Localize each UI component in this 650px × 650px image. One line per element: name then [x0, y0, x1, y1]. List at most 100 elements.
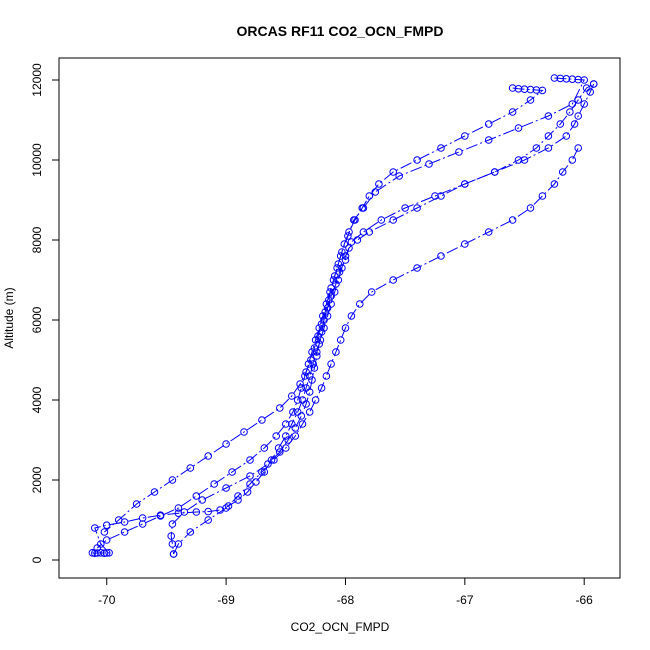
- data-point: [258, 416, 266, 424]
- data-point: [345, 228, 353, 236]
- data-point: [138, 514, 147, 522]
- data-point: [580, 100, 589, 108]
- x-tick-label: -70: [98, 593, 116, 607]
- data-point: [168, 476, 177, 484]
- series-line: [173, 147, 579, 555]
- data-point: [291, 432, 300, 440]
- data-point: [574, 96, 583, 104]
- y-tick-label: 0: [30, 556, 44, 563]
- data-point: [490, 168, 499, 176]
- data-point: [389, 216, 398, 224]
- data-point: [455, 148, 463, 156]
- data-point: [437, 192, 445, 200]
- data-point: [359, 228, 368, 236]
- data-point: [310, 364, 319, 372]
- data-point: [532, 86, 541, 94]
- data-point: [102, 549, 111, 557]
- data-point: [389, 276, 398, 284]
- data-point: [264, 460, 272, 468]
- data-point: [508, 108, 517, 116]
- data-point: [222, 484, 230, 492]
- data-point: [508, 216, 517, 224]
- data-point: [377, 216, 386, 224]
- data-point: [338, 248, 346, 256]
- y-axis-label: Altitude (m): [2, 287, 16, 348]
- x-tick-label: -69: [217, 593, 235, 607]
- data-point: [568, 100, 577, 108]
- data-point: [367, 288, 376, 296]
- data-point: [329, 276, 338, 284]
- y-tick-label: 6000: [30, 306, 44, 333]
- data-point: [316, 336, 325, 344]
- data-point: [340, 240, 349, 248]
- data-point: [246, 480, 254, 488]
- data-point: [461, 180, 469, 188]
- data-point: [174, 504, 183, 512]
- data-point: [298, 420, 307, 428]
- data-point: [260, 444, 269, 452]
- y-tick-label: 2000: [30, 466, 44, 493]
- data-point: [556, 74, 565, 83]
- x-tick-label: -67: [456, 593, 474, 607]
- data-point: [336, 336, 345, 344]
- data-point: [93, 544, 101, 552]
- data-point: [309, 360, 318, 368]
- data-point: [514, 124, 523, 132]
- data-point: [270, 456, 278, 464]
- data-point: [568, 75, 577, 83]
- data-point: [317, 320, 326, 328]
- data-point: [210, 480, 218, 488]
- data-point: [102, 536, 111, 544]
- data-point: [132, 500, 141, 508]
- data-point: [102, 521, 111, 530]
- data-point: [291, 424, 300, 432]
- data-point: [568, 156, 577, 164]
- y-axis: 0 2000 4000 6000 8000 10000 12000: [30, 63, 60, 563]
- data-point: [222, 440, 230, 448]
- data-point: [389, 168, 398, 176]
- data-point: [308, 376, 316, 384]
- data-point: [224, 502, 233, 510]
- y-tick-label: 8000: [30, 226, 44, 253]
- data-point: [311, 336, 320, 344]
- series-line: [170, 83, 595, 555]
- data-point: [580, 76, 589, 84]
- data-point: [204, 516, 212, 524]
- y-tick-label: 12000: [30, 63, 44, 97]
- data-point: [544, 144, 553, 152]
- data-point: [313, 352, 321, 360]
- data-point: [240, 428, 248, 436]
- data-point: [520, 85, 529, 93]
- data-point: [550, 74, 559, 82]
- data-point: [150, 488, 159, 496]
- data-point: [395, 172, 404, 180]
- data-point: [570, 120, 579, 128]
- data-point: [526, 96, 535, 104]
- data-point: [322, 372, 331, 380]
- x-tick-label: -68: [337, 593, 355, 607]
- data-point: [413, 264, 421, 272]
- data-point: [186, 528, 195, 536]
- data-point: [93, 549, 101, 557]
- data-point: [192, 492, 201, 500]
- data-point: [508, 84, 517, 92]
- data-point: [301, 372, 309, 380]
- data-point: [97, 549, 105, 557]
- data-point: [586, 88, 595, 96]
- data-point: [274, 444, 283, 452]
- data-point: [556, 120, 565, 128]
- data-point: [461, 240, 469, 248]
- data-point: [401, 204, 409, 212]
- data-point: [258, 468, 266, 476]
- data-point: [544, 132, 553, 140]
- data-point: [204, 452, 212, 460]
- series-line: [96, 87, 544, 549]
- data-point: [353, 236, 362, 244]
- data-point: [520, 156, 529, 164]
- data-point: [322, 300, 331, 308]
- data-point: [413, 156, 421, 164]
- data-point: [330, 272, 339, 280]
- data-point: [359, 204, 368, 212]
- data-point: [333, 264, 341, 272]
- data-point: [288, 392, 296, 400]
